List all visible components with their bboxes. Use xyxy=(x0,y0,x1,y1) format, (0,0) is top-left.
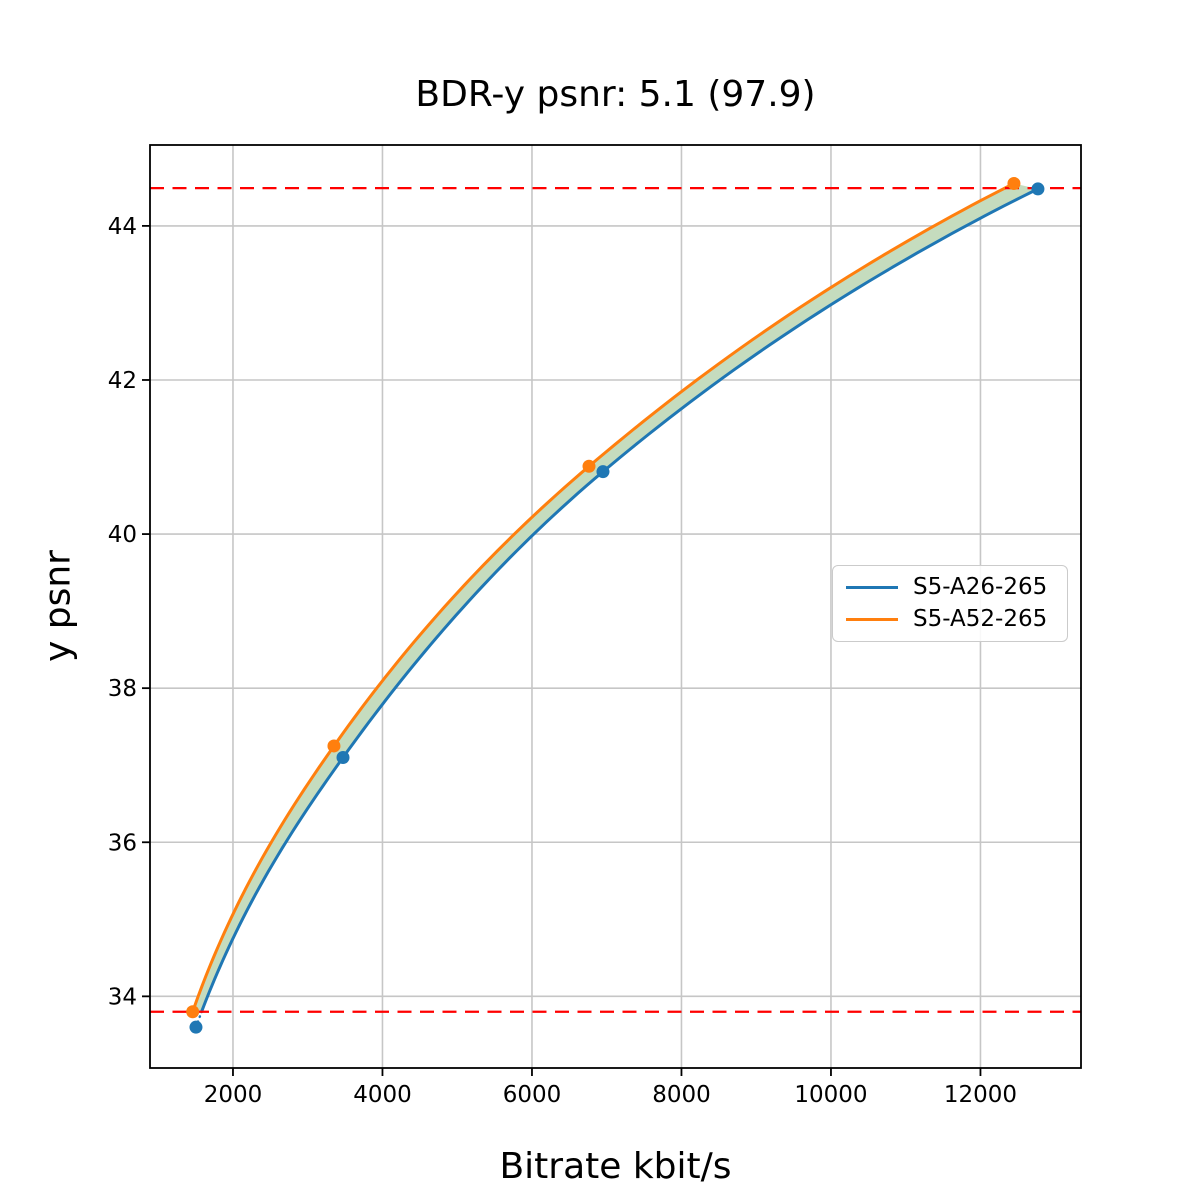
data-point-marker xyxy=(186,1005,200,1019)
chart-title: BDR-y psnr: 5.1 (97.9) xyxy=(415,74,816,115)
x-tick-label: 4000 xyxy=(353,1082,412,1108)
x-tick-label: 8000 xyxy=(652,1082,711,1108)
legend: S5-A26-265 S5-A52-265 xyxy=(832,565,1068,642)
x-axis-label: Bitrate kbit/s xyxy=(499,1146,732,1187)
y-tick-label: 44 xyxy=(108,214,137,240)
y-tick-label: 36 xyxy=(108,830,137,856)
data-point-marker xyxy=(1007,177,1021,191)
axes-spines xyxy=(149,144,1082,1069)
y-tick-label: 40 xyxy=(108,522,137,548)
x-tick-label: 6000 xyxy=(503,1082,562,1108)
data-point-marker xyxy=(336,751,350,765)
y-tick-label: 34 xyxy=(108,984,137,1010)
y-tick-label: 38 xyxy=(108,676,137,702)
data-point-marker xyxy=(189,1020,203,1034)
legend-entry: S5-A26-265 xyxy=(846,573,1067,600)
legend-label: S5-A26-265 xyxy=(913,573,1048,600)
x-tick-label: 10000 xyxy=(794,1082,867,1108)
y-axis-label: y psnr xyxy=(37,550,79,662)
legend-entry: S5-A52-265 xyxy=(846,608,1067,631)
legend-line-swatch xyxy=(846,585,898,589)
data-point-marker xyxy=(327,739,341,753)
series-curve xyxy=(200,187,1040,1014)
legend-label: S5-A52-265 xyxy=(913,606,1048,633)
y-tick-label: 42 xyxy=(108,368,137,394)
x-tick-label: 2000 xyxy=(204,1082,263,1108)
data-point-marker xyxy=(582,459,596,473)
data-point-marker xyxy=(1031,182,1045,196)
series-curve xyxy=(191,182,1016,1014)
legend-line-swatch xyxy=(846,618,898,622)
data-point-marker xyxy=(596,465,610,479)
x-tick-label: 12000 xyxy=(944,1082,1017,1108)
